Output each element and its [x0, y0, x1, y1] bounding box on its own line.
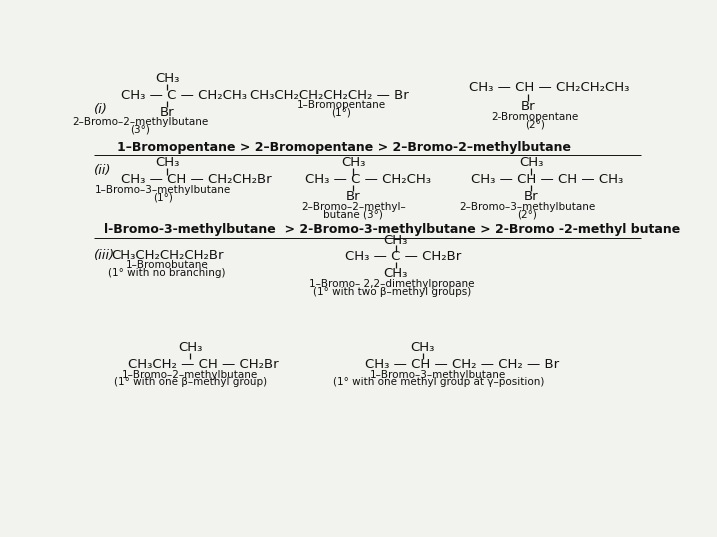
Text: 1–Bromo–3–methylbutane: 1–Bromo–3–methylbutane	[95, 185, 232, 195]
Text: 2–Bromo–2–methylbutane: 2–Bromo–2–methylbutane	[72, 117, 208, 127]
Text: CH₃: CH₃	[411, 342, 435, 354]
Text: l-Bromo-3-methylbutane  > 2-Bromo-3-methylbutane > 2-Bromo -2-methyl butane: l-Bromo-3-methylbutane > 2-Bromo-3-methy…	[103, 223, 680, 236]
Text: CH₃ — CH — CH₂CH₂Br: CH₃ — CH — CH₂CH₂Br	[120, 173, 271, 186]
Text: (1°): (1°)	[153, 193, 174, 202]
Text: (3°): (3°)	[130, 125, 150, 135]
Text: CH₃ — C — CH₂CH₃: CH₃ — C — CH₂CH₃	[305, 173, 431, 186]
Text: Br: Br	[521, 100, 536, 113]
Text: (1° with two β–methyl groups): (1° with two β–methyl groups)	[313, 287, 471, 296]
Text: CH₃: CH₃	[519, 156, 543, 170]
Text: Br: Br	[346, 191, 361, 204]
Text: (ii): (ii)	[93, 164, 111, 177]
Text: 1–Bromopentane > 2–Bromopentane > 2–Bromo-2–methylbutane: 1–Bromopentane > 2–Bromopentane > 2–Brom…	[117, 141, 571, 154]
Text: (2°): (2°)	[518, 209, 538, 220]
Text: (2°): (2°)	[526, 120, 545, 129]
Text: CH₃CH₂CH₂CH₂Br: CH₃CH₂CH₂CH₂Br	[111, 249, 224, 262]
Text: 2–Bromo–3–methylbutane: 2–Bromo–3–methylbutane	[460, 202, 596, 212]
Text: 1–Bromo– 2,2–dimethylpropane: 1–Bromo– 2,2–dimethylpropane	[309, 279, 475, 289]
Text: CH₃ — C — CH₂Br: CH₃ — C — CH₂Br	[346, 250, 462, 264]
Text: CH₃ — CH — CH₂ — CH₂ — Br: CH₃ — CH — CH₂ — CH₂ — Br	[365, 358, 559, 371]
Text: (1° with one methyl group at γ–position): (1° with one methyl group at γ–position)	[333, 378, 544, 388]
Text: CH₃ — CH — CH₂CH₂CH₃: CH₃ — CH — CH₂CH₂CH₃	[470, 81, 630, 94]
Text: CH₃CH₂ — CH — CH₂Br: CH₃CH₂ — CH — CH₂Br	[128, 358, 279, 371]
Text: CH₃ — CH — CH — CH₃: CH₃ — CH — CH — CH₃	[471, 173, 623, 186]
Text: (i): (i)	[93, 103, 108, 115]
Text: 2-Bromopentane: 2-Bromopentane	[492, 112, 579, 122]
Text: 1–Bromo–2–methylbutane: 1–Bromo–2–methylbutane	[123, 370, 259, 380]
Text: CH₃CH₂CH₂CH₂CH₂ — Br: CH₃CH₂CH₂CH₂CH₂ — Br	[250, 89, 409, 101]
Text: (1°): (1°)	[331, 108, 351, 118]
Text: 2–Bromo–2–methyl–: 2–Bromo–2–methyl–	[300, 202, 406, 212]
Text: CH₃: CH₃	[384, 267, 408, 280]
Text: (1° with one β–methyl group): (1° with one β–methyl group)	[114, 378, 267, 388]
Text: CH₃ — C — CH₂CH₃: CH₃ — C — CH₂CH₃	[120, 89, 247, 101]
Text: CH₃: CH₃	[179, 342, 203, 354]
Text: CH₃: CH₃	[155, 156, 179, 170]
Text: butane (3°): butane (3°)	[323, 209, 383, 220]
Text: (1° with no branching): (1° with no branching)	[108, 268, 226, 278]
Text: Br: Br	[160, 106, 174, 119]
Text: CH₃: CH₃	[155, 72, 179, 85]
Text: Br: Br	[524, 191, 538, 204]
Text: 1–Bromobutane: 1–Bromobutane	[125, 260, 209, 271]
Text: (iii): (iii)	[93, 249, 115, 262]
Text: 1–Bromo–3–methylbutane: 1–Bromo–3–methylbutane	[370, 370, 506, 380]
Text: 1–Bromopentane: 1–Bromopentane	[297, 100, 386, 110]
Text: CH₃: CH₃	[384, 234, 408, 246]
Text: CH₃: CH₃	[341, 156, 366, 170]
